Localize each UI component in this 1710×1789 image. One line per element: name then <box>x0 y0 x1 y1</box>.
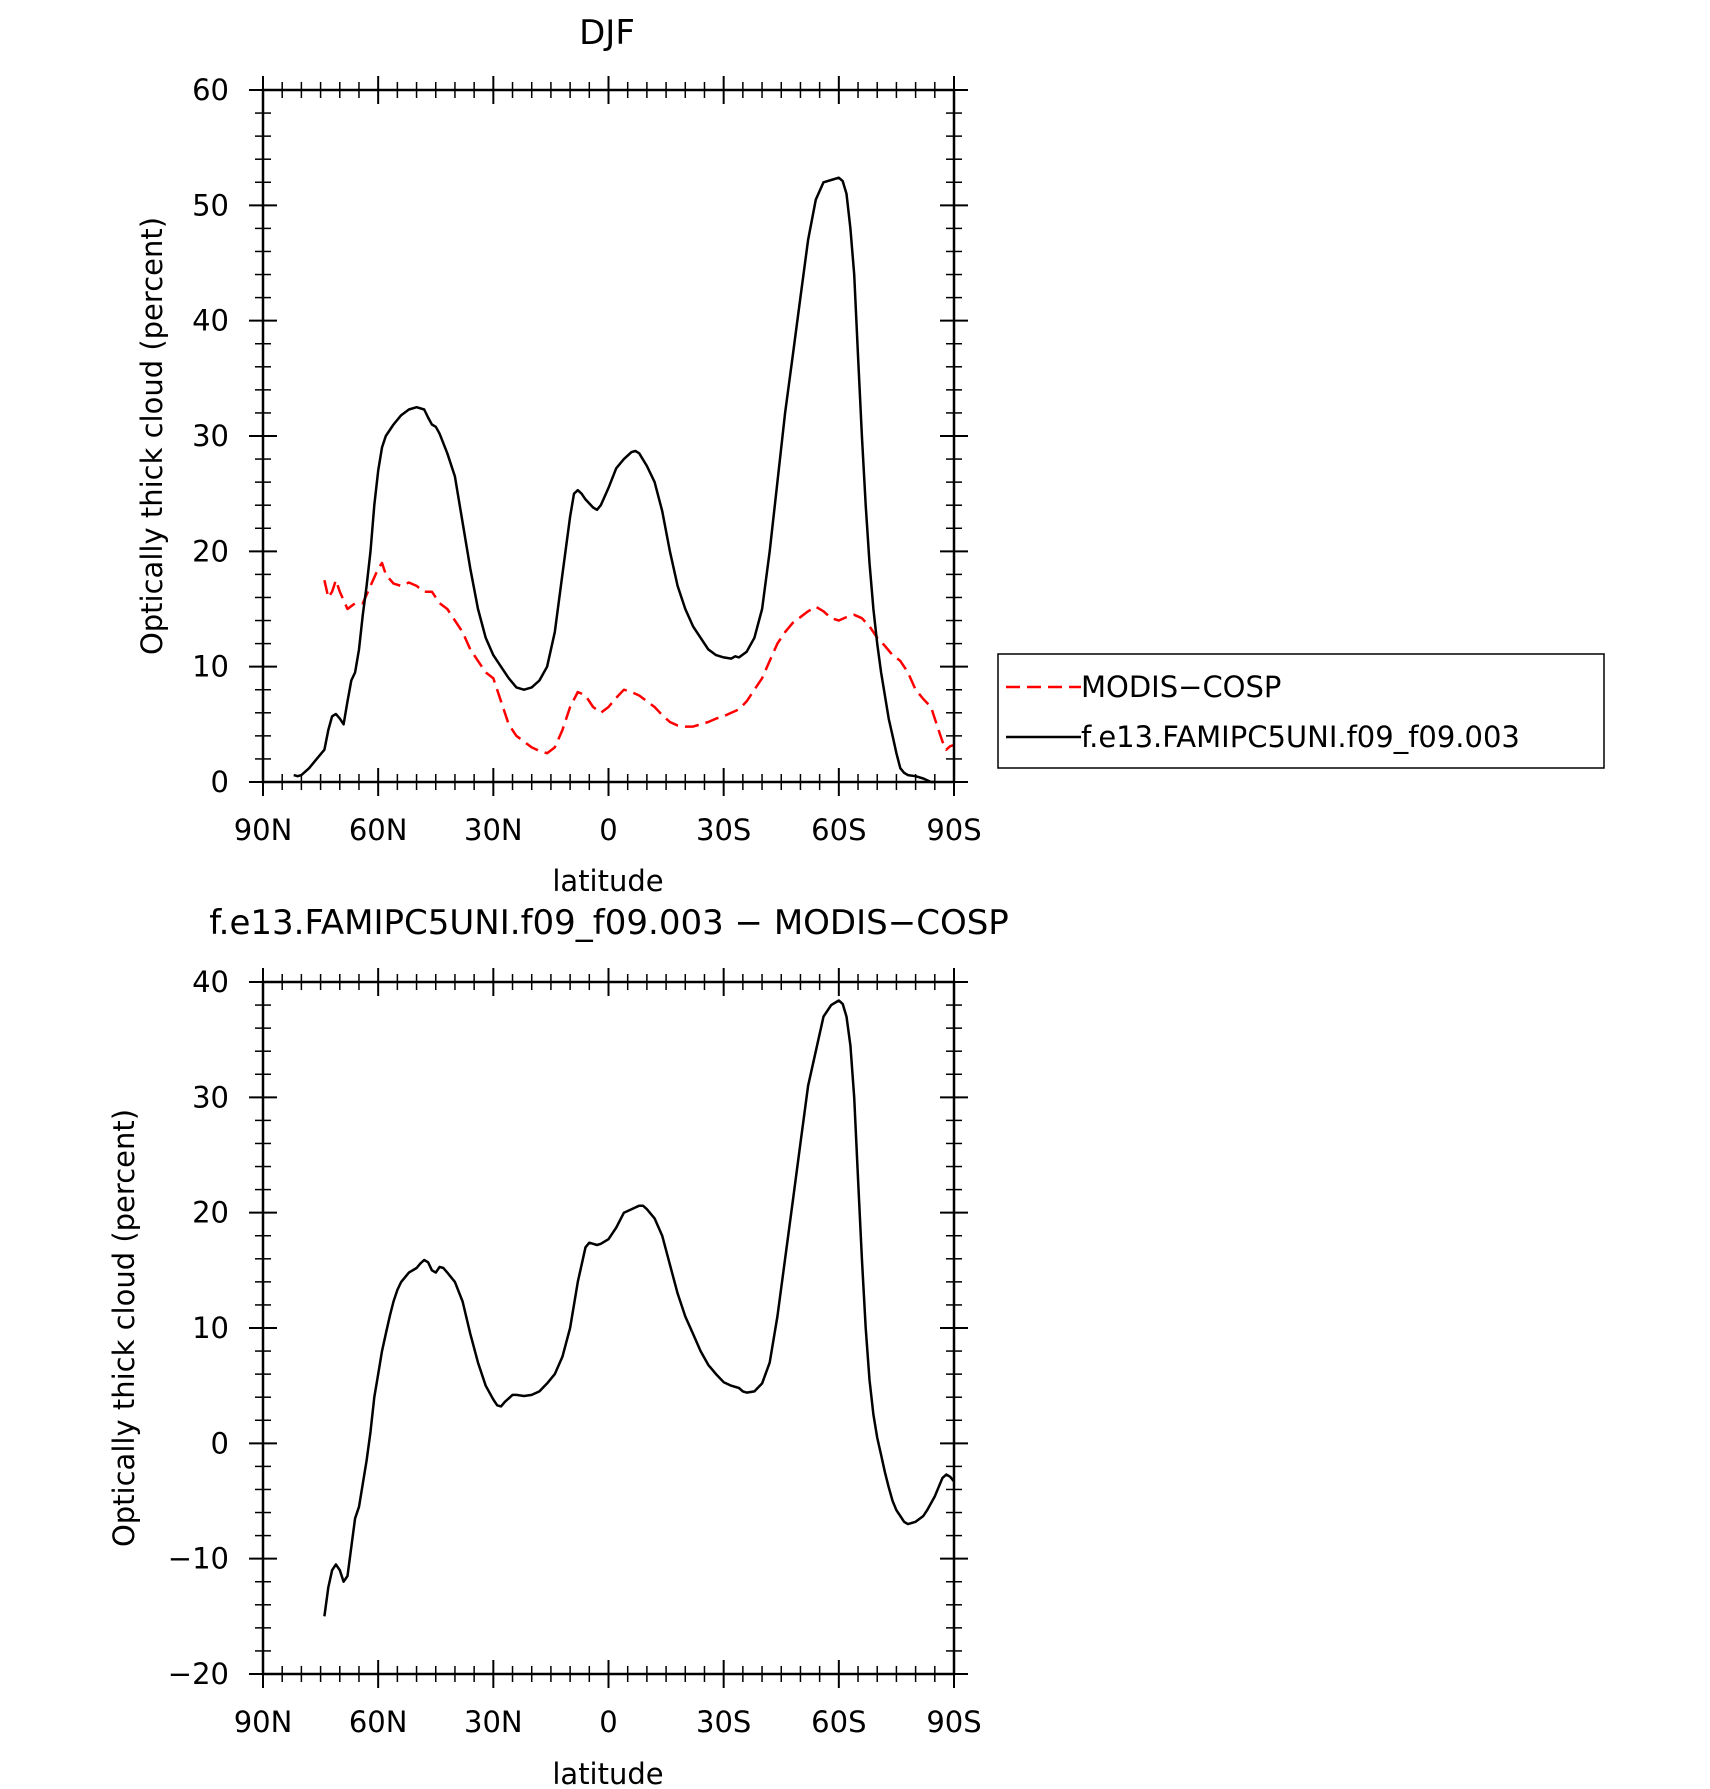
bottom-x-tick-label: 60S <box>811 1705 866 1739</box>
top-series-line-1 <box>293 176 935 784</box>
top-plot-frame <box>261 88 956 784</box>
bottom-plot-frame <box>261 980 956 1676</box>
legend-box <box>997 653 1605 769</box>
top-y-tick-label: 60 <box>192 73 229 107</box>
bottom-y-tick-label: −20 <box>168 1657 229 1691</box>
top-x-tick-label: 30N <box>464 813 523 847</box>
top-axis-ticks <box>249 76 968 796</box>
top-y-axis-label: Optically thick cloud (percent) <box>135 217 169 655</box>
top-x-tick-label: 60N <box>349 813 408 847</box>
top-y-tick-label: 0 <box>211 765 229 799</box>
top-series-group <box>293 176 955 784</box>
top-tick-labels: 90N 60N 30N 0 30S 60S 90S 0 10 20 30 40 50 60 <box>192 73 982 847</box>
bottom-panel-title: f.e13.FAMIPC5UNI.f09_f09.003 − MODIS−COS… <box>209 903 1009 943</box>
bottom-axis-ticks <box>249 968 968 1688</box>
top-x-tick-label: 60S <box>811 813 866 847</box>
bottom-y-tick-label: 10 <box>192 1311 229 1345</box>
top-x-axis-label: latitude <box>552 864 663 898</box>
bottom-y-tick-label: −10 <box>168 1542 229 1576</box>
top-series-line-0 <box>323 561 955 755</box>
top-y-tick-label: 50 <box>192 188 229 222</box>
top-y-tick-label: 30 <box>192 419 229 453</box>
top-x-tick-label: 90S <box>926 813 981 847</box>
bottom-tick-labels: 90N 60N 30N 0 30S 60S 90S −20 −10 0 10 20 30 40 <box>168 965 982 1739</box>
bottom-series-line-0 <box>323 999 955 1617</box>
bottom-panel: f.e13.FAMIPC5UNI.f09_f09.003 − MODIS−COS… <box>107 903 1009 1789</box>
bottom-y-tick-label: 20 <box>192 1196 229 1230</box>
bottom-y-tick-label: 0 <box>211 1426 229 1460</box>
bottom-x-tick-label: 30S <box>696 1705 751 1739</box>
legend-label-modis: MODIS−COSP <box>1081 670 1281 704</box>
bottom-x-tick-label: 0 <box>599 1705 617 1739</box>
top-x-tick-label: 30S <box>696 813 751 847</box>
top-y-tick-label: 10 <box>192 650 229 684</box>
bottom-y-tick-label: 40 <box>192 965 229 999</box>
legend: MODIS−COSP f.e13.FAMIPC5UNI.f09_f09.003 <box>997 653 1605 769</box>
top-y-tick-label: 40 <box>192 304 229 338</box>
bottom-x-axis-label: latitude <box>552 1757 663 1789</box>
bottom-x-tick-label: 60N <box>349 1705 408 1739</box>
bottom-series-group <box>323 999 955 1617</box>
bottom-y-tick-label: 30 <box>192 1080 229 1114</box>
bottom-x-tick-label: 90S <box>926 1705 981 1739</box>
top-y-tick-label: 20 <box>192 534 229 568</box>
top-x-tick-label: 90N <box>234 813 293 847</box>
bottom-x-tick-label: 90N <box>234 1705 293 1739</box>
top-panel: DJF 90N 60N 30N 0 30S 60S 90S 0 10 20 30 40 50 60 lat… <box>135 13 982 898</box>
top-panel-title: DJF <box>579 13 635 53</box>
bottom-y-axis-label: Optically thick cloud (percent) <box>107 1109 141 1547</box>
bottom-x-tick-label: 30N <box>464 1705 523 1739</box>
top-x-tick-label: 0 <box>599 813 617 847</box>
legend-label-model: f.e13.FAMIPC5UNI.f09_f09.003 <box>1081 720 1520 754</box>
